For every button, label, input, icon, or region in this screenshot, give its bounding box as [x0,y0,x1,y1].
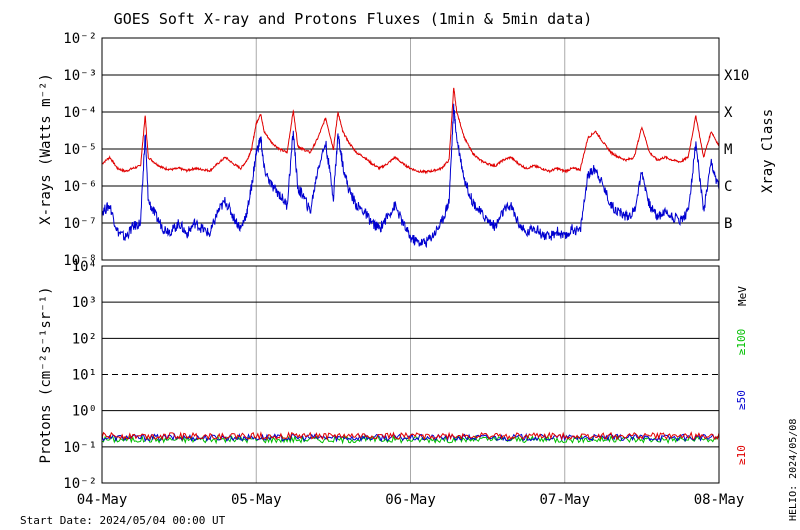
credit-label: HELIO: 2024/05/08 [788,419,799,521]
protons-panel: 10⁴ 10³ 10² 10¹ 10⁰ 10⁻¹ 10⁻² Protons (cm⁻²s⁻¹… [38,259,749,492]
xray-ytick-label: 10⁻⁴ [63,105,97,121]
protons-series-line [102,432,719,443]
xray-panel: 10⁻² 10⁻³ 10⁻⁴ 10⁻⁵ 10⁻⁶ 10⁻⁷ 10⁻⁸ X-rays (Wat… [38,31,776,269]
xtick-label: 04-May [77,492,128,508]
xray-ytick-label: 10⁻⁸ [63,253,97,269]
xtick-label: 06-May [385,492,436,508]
xray-ytick-label: 10⁻⁶ [63,179,97,195]
protons-ytick-label: 10⁻² [63,476,97,492]
protons-ylabel: Protons (cm⁻²s⁻¹sr⁻¹) [38,286,54,463]
protons-legend-label: ≥10 [735,445,748,465]
xray-ytick-label: 10⁻³ [63,68,97,84]
xray-ytick-label: 10⁻⁵ [63,142,97,158]
xray-class-label: B [724,216,732,232]
xray-frame [101,37,720,261]
xray-ytick-label: 10⁻⁷ [63,216,97,232]
protons-frame [101,265,720,484]
xray-long-series-line [102,87,719,175]
xray-class-axis-label: Xray Class [760,109,776,193]
chart-title: GOES Soft X-ray and Protons Fluxes (1min… [114,10,593,28]
xray-class-label: X [724,105,733,121]
xray-ylabel: X-rays (Watts m⁻²) [38,73,54,225]
protons-ytick-label: 10¹ [72,368,97,384]
xtick-label: 05-May [231,492,282,508]
xray-class-label: M [724,142,732,158]
protons-legend-label: ≥100 [735,329,748,356]
protons-ytick-label: 10⁻¹ [63,440,97,456]
xray-short-series-line [102,103,719,249]
xtick-label: 08-May [694,492,745,508]
protons-series-line [102,434,719,445]
protons-ytick-label: 10⁴ [72,259,97,275]
xray-class-label: X10 [724,68,749,84]
protons-legend-label: ≥50 [735,390,748,410]
xray-ytick-label: 10⁻² [63,31,97,47]
start-date-label: Start Date: 2024/05/04 00:00 UT [20,514,226,527]
protons-series-line [102,431,719,441]
protons-ytick-label: 10² [72,331,97,347]
mev-unit-label: MeV [736,286,749,306]
xray-class-label: C [724,179,732,195]
protons-ytick-label: 10⁰ [72,404,97,420]
xtick-label: 07-May [539,492,590,508]
protons-ytick-label: 10³ [72,295,97,311]
